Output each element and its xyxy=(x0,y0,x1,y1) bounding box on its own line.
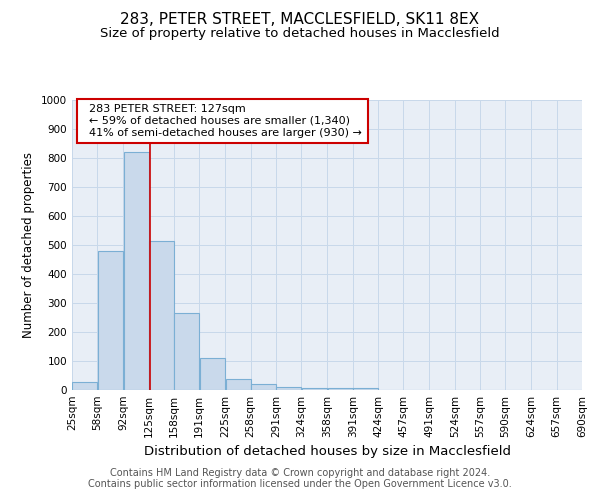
Bar xyxy=(97,252,123,390)
Y-axis label: Number of detached properties: Number of detached properties xyxy=(22,152,35,338)
Text: Contains public sector information licensed under the Open Government Licence v3: Contains public sector information licen… xyxy=(88,479,512,489)
Text: 283 PETER STREET: 127sqm
  ← 59% of detached houses are smaller (1,340)
  41% of: 283 PETER STREET: 127sqm ← 59% of detach… xyxy=(82,104,362,138)
Bar xyxy=(302,388,327,390)
Bar xyxy=(251,384,276,390)
Bar xyxy=(72,382,97,390)
Bar xyxy=(226,380,251,390)
Bar xyxy=(199,358,225,390)
Text: 283, PETER STREET, MACCLESFIELD, SK11 8EX: 283, PETER STREET, MACCLESFIELD, SK11 8E… xyxy=(121,12,479,28)
Text: Contains HM Land Registry data © Crown copyright and database right 2024.: Contains HM Land Registry data © Crown c… xyxy=(110,468,490,477)
Bar xyxy=(353,388,378,390)
Bar xyxy=(174,313,199,390)
X-axis label: Distribution of detached houses by size in Macclesfield: Distribution of detached houses by size … xyxy=(143,446,511,458)
Bar xyxy=(149,240,174,390)
Bar xyxy=(124,152,149,390)
Bar xyxy=(276,387,301,390)
Bar xyxy=(328,388,353,390)
Text: Size of property relative to detached houses in Macclesfield: Size of property relative to detached ho… xyxy=(100,28,500,40)
